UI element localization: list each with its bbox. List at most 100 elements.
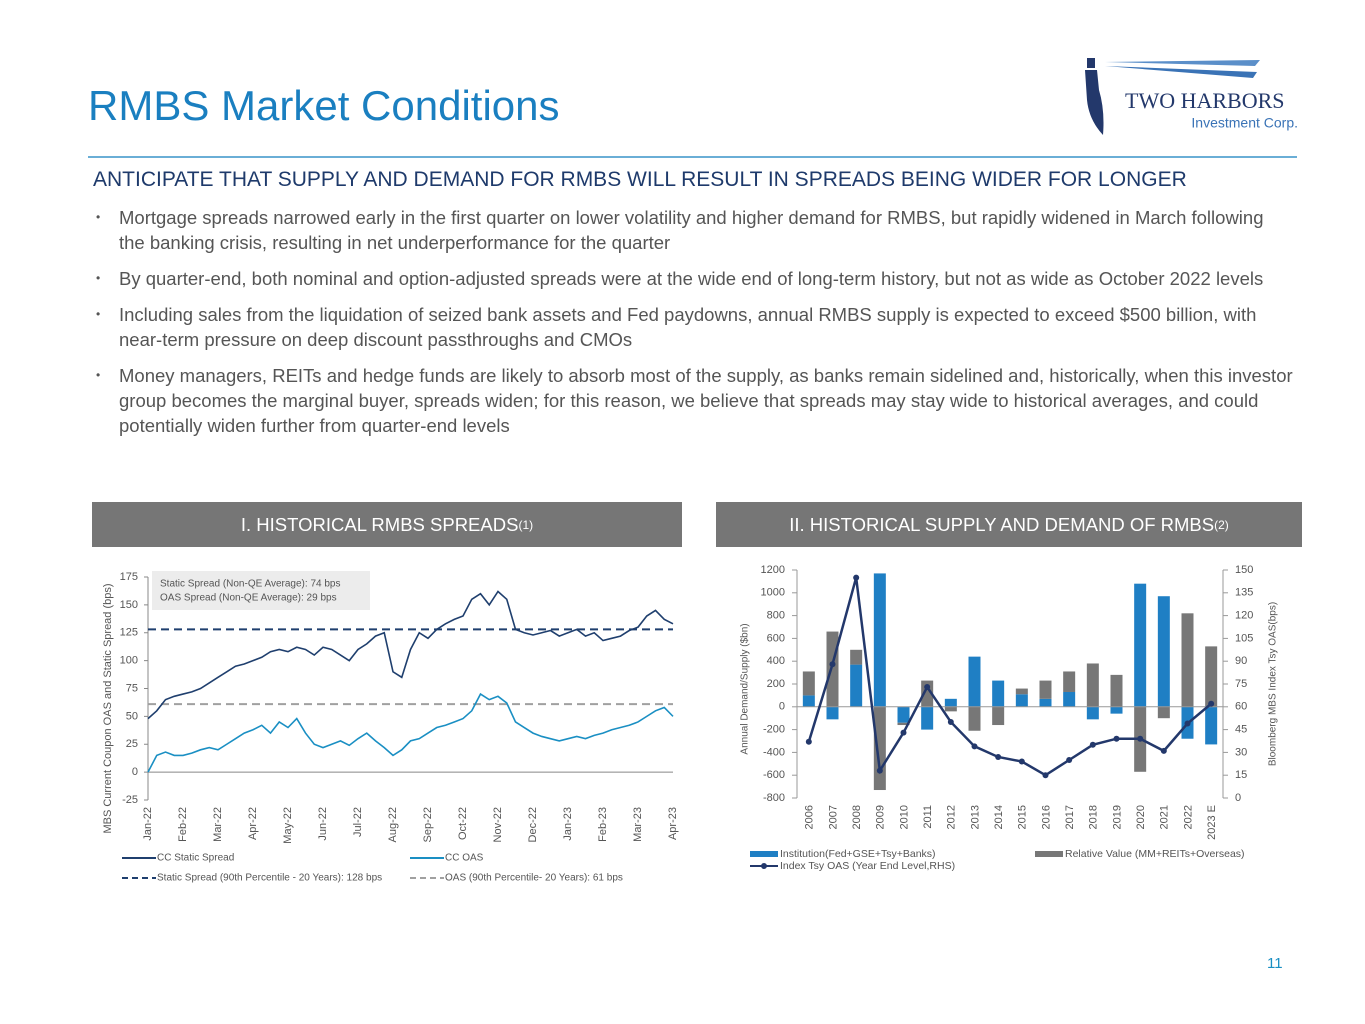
x-tick-label: 2017 [1064, 805, 1076, 829]
y2-tick-label: 45 [1235, 724, 1247, 736]
y-axis-label: MBS Current Coupon OAS and Static Spread… [102, 583, 114, 833]
y-tick-label: 0 [779, 701, 785, 713]
bar [1063, 691, 1076, 707]
point [1018, 758, 1025, 765]
y2-tick-label: 0 [1235, 792, 1241, 804]
x-tick-label: 2023 E [1206, 805, 1218, 840]
y-tick-label: -200 [763, 724, 785, 736]
bullet: By quarter-end, both nominal and option-… [93, 266, 1293, 291]
y2-tick-label: 60 [1235, 701, 1247, 713]
x-tick-label: 2020 [1135, 805, 1147, 829]
x-tick-label: 2009 [875, 805, 887, 829]
section-header: I. HISTORICAL RMBS SPREADS (1) [92, 502, 682, 547]
bar [1039, 698, 1052, 707]
page-number: 11 [1267, 955, 1283, 972]
bar [1134, 583, 1147, 707]
y2-tick-label: 135 [1235, 587, 1253, 599]
y-tick-label: 200 [767, 678, 785, 690]
x-tick-label: Nov-22 [492, 807, 504, 842]
bar [1205, 646, 1218, 707]
legend-label: CC Static Spread [157, 853, 234, 864]
x-tick-label: 2010 [898, 805, 910, 829]
x-tick-label: Apr-23 [667, 807, 679, 840]
bar [1181, 613, 1194, 707]
point [1137, 735, 1144, 742]
x-tick-label: 2011 [922, 805, 934, 829]
bar [921, 706, 934, 730]
x-tick-label: Jul-22 [352, 807, 364, 837]
legend-swatch [761, 863, 767, 869]
x-tick-label: 2008 [851, 805, 863, 829]
series-line [147, 590, 674, 720]
point [971, 743, 978, 750]
y2-tick-label: 90 [1235, 655, 1247, 667]
bar [944, 698, 957, 707]
point [1113, 735, 1120, 742]
subtitle: ANTICIPATE THAT SUPPLY AND DEMAND FOR RM… [93, 168, 1187, 191]
bar [1110, 674, 1123, 707]
point [876, 767, 883, 774]
legend-label: Institution(Fed+GSE+Tsy+Banks) [780, 848, 936, 860]
rule [88, 156, 1297, 158]
y-tick-label: 800 [767, 610, 785, 622]
series-line [147, 692, 674, 773]
point [853, 574, 860, 581]
bar [873, 573, 886, 707]
point [947, 719, 954, 725]
footnote-ref: (2) [1214, 517, 1229, 532]
point [1208, 700, 1215, 707]
x-tick-label: 2022 [1182, 805, 1194, 829]
bullet: Money managers, REITs and hedge funds ar… [93, 363, 1293, 438]
y2-tick-label: 30 [1235, 746, 1247, 758]
legend-swatch [750, 851, 778, 857]
x-tick-label: 2021 [1159, 805, 1171, 829]
x-tick-label: 2014 [993, 805, 1005, 829]
x-tick-label: Jun-22 [317, 807, 329, 841]
section-header: II. HISTORICAL SUPPLY AND DEMAND OF RMBS… [716, 502, 1302, 547]
point [829, 661, 836, 668]
legend-swatch [1035, 851, 1063, 857]
x-tick-label: 2013 [969, 805, 981, 829]
section-title: I. HISTORICAL RMBS SPREADS [240, 513, 519, 535]
y-tick-label: 400 [767, 655, 785, 667]
y-tick-label: -25 [122, 794, 138, 806]
y-tick-label: 150 [120, 599, 138, 611]
section-title: II. HISTORICAL SUPPLY AND DEMAND OF RMBS [789, 513, 1215, 535]
bar [873, 706, 886, 791]
title: RMBS Market Conditions [88, 82, 560, 129]
y2-tick-label: 120 [1235, 610, 1253, 622]
bar [921, 680, 934, 707]
annotation: Static Spread (Non-QE Average): 74 bps [160, 579, 340, 590]
bullet: Including sales from the liquidation of … [93, 302, 1293, 352]
point [1184, 720, 1191, 727]
y-tick-label: 25 [126, 738, 138, 750]
bar [1063, 671, 1076, 692]
bar [1157, 706, 1170, 719]
x-tick-label: Dec-22 [527, 807, 539, 842]
legend-label: Index Tsy OAS (Year End Level,RHS) [780, 860, 955, 872]
y-tick-label: 175 [120, 571, 138, 583]
x-tick-label: Feb-23 [597, 807, 609, 842]
bar [1205, 706, 1218, 745]
legend-label: CC OAS [445, 853, 484, 864]
y2-tick-label: 105 [1235, 632, 1253, 644]
x-tick-label: May-22 [282, 807, 294, 844]
bar [1157, 596, 1170, 707]
bullet: Mortgage spreads narrowed early in the f… [93, 205, 1293, 255]
y2-axis-label: Bloomberg MBS Index Tsy OAS(bps) [1268, 602, 1279, 766]
y2-tick-label: 150 [1235, 564, 1253, 576]
bar [897, 706, 910, 723]
y-tick-label: 100 [120, 655, 138, 667]
y-tick-label: -800 [763, 792, 785, 804]
x-tick-label: Mar-23 [632, 807, 644, 842]
bullets: Mortgage spreads narrowed early in the f… [93, 205, 1293, 449]
x-tick-label: Aug-22 [387, 807, 399, 842]
footnote-ref: (1) [518, 517, 534, 532]
bar [992, 680, 1005, 707]
y-axis-label: Annual Demand/Supply ($bn) [740, 623, 751, 754]
annotation: OAS Spread (Non-QE Average): 29 bps [160, 593, 337, 604]
point [1066, 757, 1073, 763]
point [924, 684, 931, 691]
y-tick-label: 600 [767, 632, 785, 644]
